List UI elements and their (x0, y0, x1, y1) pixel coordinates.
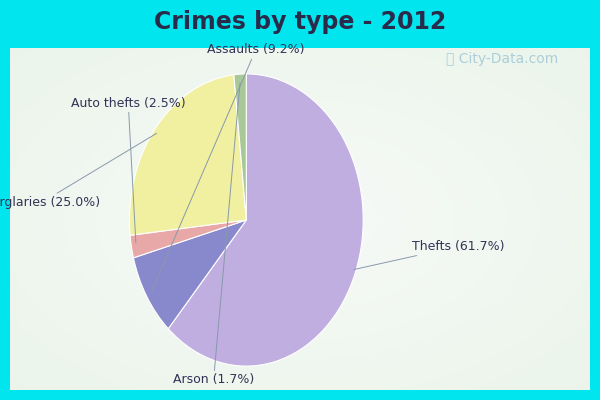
Text: Assaults (9.2%): Assaults (9.2%) (152, 43, 304, 291)
Wedge shape (133, 220, 247, 329)
Wedge shape (168, 74, 363, 366)
Wedge shape (130, 220, 247, 258)
Wedge shape (130, 75, 247, 235)
Wedge shape (234, 74, 247, 220)
Text: Burglaries (25.0%): Burglaries (25.0%) (0, 133, 157, 209)
Text: Arson (1.7%): Arson (1.7%) (173, 83, 254, 386)
Text: Thefts (61.7%): Thefts (61.7%) (354, 240, 505, 270)
Text: Crimes by type - 2012: Crimes by type - 2012 (154, 10, 446, 34)
Text: Auto thefts (2.5%): Auto thefts (2.5%) (71, 97, 185, 243)
Text: ⓘ City-Data.com: ⓘ City-Data.com (446, 52, 558, 66)
